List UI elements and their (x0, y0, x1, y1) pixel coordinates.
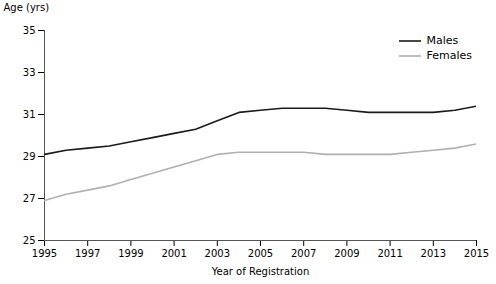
html-text:Females: Females (426, 49, 472, 62)
svg-text:2009: 2009 (334, 248, 359, 259)
svg-text:2005: 2005 (248, 248, 273, 259)
svg-text:Age (yrs): Age (yrs) (4, 2, 50, 13)
svg-text:1999: 1999 (118, 248, 143, 259)
svg-text:2001: 2001 (161, 248, 186, 259)
svg-text:2015: 2015 (464, 248, 489, 259)
svg-text:33: 33 (23, 67, 36, 78)
svg-text:2003: 2003 (205, 248, 230, 259)
svg-text:27: 27 (23, 193, 36, 204)
svg-text:2011: 2011 (377, 248, 402, 259)
svg-text:1995: 1995 (32, 248, 57, 259)
html-text:Males: Males (426, 34, 459, 47)
svg-text:29: 29 (23, 151, 36, 162)
svg-text:1997: 1997 (75, 248, 100, 259)
svg-text:31: 31 (23, 109, 36, 120)
svg-text:35: 35 (23, 25, 36, 36)
svg-text:2013: 2013 (421, 248, 446, 259)
svg-text:Year of Registration: Year of Registration (211, 266, 309, 277)
svg-text:2007: 2007 (291, 248, 316, 259)
svg-text:25: 25 (23, 235, 36, 246)
